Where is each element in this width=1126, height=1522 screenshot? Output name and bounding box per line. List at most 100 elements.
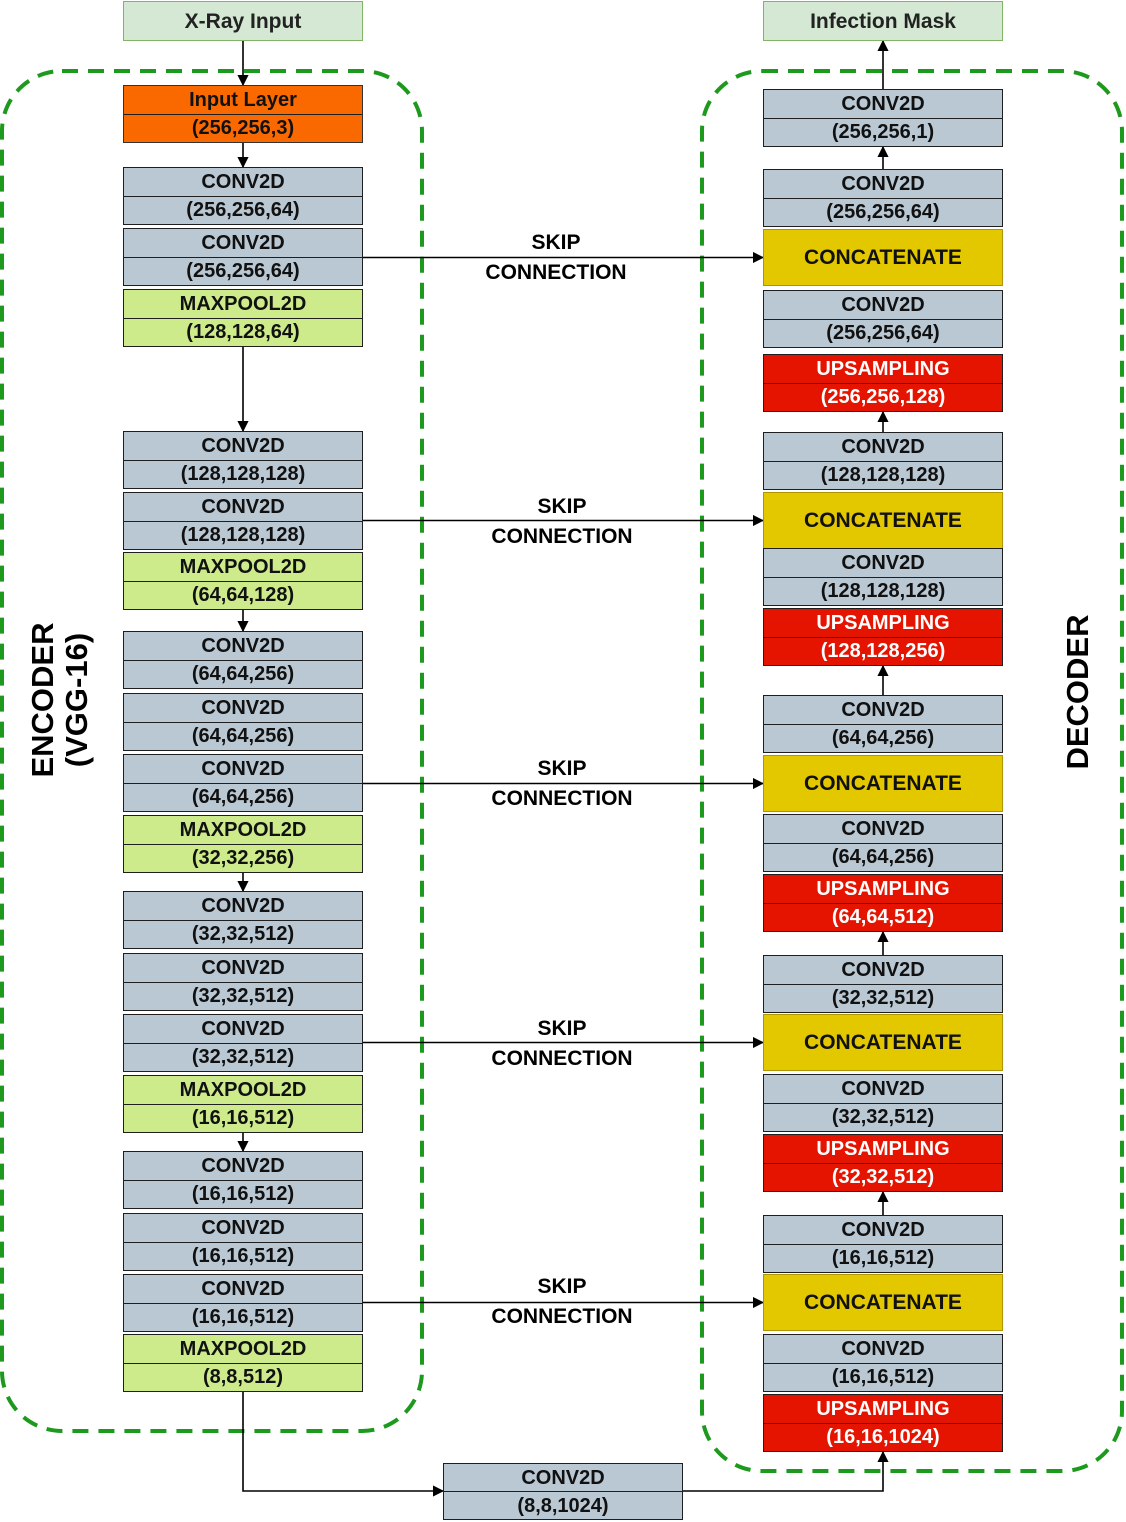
skip-line2: CONNECTION — [491, 787, 633, 810]
layer-shape: (256,256,64) — [124, 256, 362, 286]
layer-shape: (64,64,256) — [124, 782, 362, 812]
layer-shape: (64,64,256) — [124, 721, 362, 751]
layer-name: UPSAMPLING — [816, 1397, 950, 1420]
encoder-dashed-group — [0, 69, 424, 1433]
skip-line1: SKIP — [537, 1275, 587, 1298]
decoder-layer-7-conv2d: CONV2D (128,128,128) — [763, 548, 1003, 606]
layer-shape: (64,64,256) — [124, 659, 362, 689]
decoder-layer-0-conv2d: CONV2D (256,256,1) — [763, 89, 1003, 147]
layer-name: CONV2D — [841, 551, 925, 574]
decoder-layer-1-conv2d: CONV2D (256,256,64) — [763, 169, 1003, 227]
decoder-layer-8-upsampling: UPSAMPLING (128,128,256) — [763, 608, 1003, 666]
skip-connection-label-5: SKIP CONNECTION — [452, 1272, 672, 1332]
decoder-layer-19-conv2d: CONV2D (16,16,512) — [763, 1334, 1003, 1392]
decoder-layer-12-upsampling: UPSAMPLING (64,64,512) — [763, 874, 1003, 932]
layer-shape: (256,256,128) — [764, 382, 1002, 412]
layer-shape: (64,64,256) — [764, 723, 1002, 753]
encoder-layer-12-conv2d: CONV2D (32,32,512) — [123, 953, 363, 1011]
encoder-layer-0-input-layer: Input Layer (256,256,3) — [123, 85, 363, 143]
layer-name: MAXPOOL2D — [179, 292, 307, 315]
skip-line1: SKIP — [531, 231, 581, 254]
layer-name: CONV2D — [841, 698, 925, 721]
layer-name: UPSAMPLING — [816, 611, 950, 634]
layer-name: CONV2D — [841, 92, 925, 115]
encoder-layer-16-conv2d: CONV2D (16,16,512) — [123, 1213, 363, 1271]
decoder-layer-14-concatenate: CONCATENATE — [763, 1014, 1003, 1071]
encoder-layer-10-maxpool2d: MAXPOOL2D (32,32,256) — [123, 815, 363, 873]
decoder-layer-10-concatenate: CONCATENATE — [763, 755, 1003, 812]
decoder-layer-6-concatenate: CONCATENATE — [763, 492, 1003, 549]
layer-shape: (16,16,512) — [764, 1243, 1002, 1273]
layer-shape: (128,128,128) — [124, 520, 362, 550]
encoder-label-line2: (VGG-16) — [59, 632, 94, 768]
skip-line1: SKIP — [537, 1017, 587, 1040]
layer-name: MAXPOOL2D — [179, 818, 307, 841]
layer-shape: (256,256,64) — [764, 318, 1002, 348]
layer-name: CONV2D — [841, 958, 925, 981]
layer-shape: (64,64,256) — [764, 842, 1002, 872]
layer-shape: (16,16,512) — [124, 1241, 362, 1271]
layer-name: CONV2D — [201, 1017, 285, 1040]
encoder-layer-13-conv2d: CONV2D (32,32,512) — [123, 1014, 363, 1072]
encoder-layer-2-conv2d: CONV2D (256,256,64) — [123, 228, 363, 286]
layer-name: UPSAMPLING — [816, 357, 950, 380]
layer-name: MAXPOOL2D — [179, 555, 307, 578]
layer-name: CONV2D — [841, 1337, 925, 1360]
layer-name: CONCATENATE — [804, 1291, 962, 1314]
skip-line2: CONNECTION — [485, 261, 627, 284]
layer-name: CONV2D — [841, 172, 925, 195]
layer-name: CONCATENATE — [804, 509, 962, 532]
encoder-layer-3-maxpool2d: MAXPOOL2D (128,128,64) — [123, 289, 363, 347]
layer-shape: (8,8,512) — [124, 1362, 362, 1392]
layer-shape: (128,128,128) — [124, 459, 362, 489]
arrow-bottleneck-to-decoder — [683, 1450, 889, 1492]
layer-name: CONV2D — [201, 1277, 285, 1300]
skip-line2: CONNECTION — [491, 1047, 633, 1070]
layer-name: CONV2D — [201, 634, 285, 657]
layer-name: CONV2D — [841, 1077, 925, 1100]
skip-connection-label-1: SKIP CONNECTION — [446, 228, 666, 288]
encoder-layer-4-conv2d: CONV2D (128,128,128) — [123, 431, 363, 489]
skip-connection-label-2: SKIP CONNECTION — [452, 492, 672, 552]
layer-shape: (256,256,3) — [124, 113, 362, 143]
skip-connection-label-3: SKIP CONNECTION — [452, 754, 672, 814]
layer-shape: (16,16,512) — [124, 1103, 362, 1133]
encoder-layer-9-conv2d: CONV2D (64,64,256) — [123, 754, 363, 812]
decoder-layer-20-upsampling: UPSAMPLING (16,16,1024) — [763, 1394, 1003, 1452]
layer-name: CONV2D — [841, 817, 925, 840]
decoder-layer-13-conv2d: CONV2D (32,32,512) — [763, 955, 1003, 1013]
layer-name: CONV2D — [201, 1154, 285, 1177]
layer-shape: (64,64,512) — [764, 902, 1002, 932]
decoder-layer-4-upsampling: UPSAMPLING (256,256,128) — [763, 354, 1003, 412]
layer-name: Input Layer — [189, 88, 297, 111]
layer-shape: (128,128,128) — [764, 576, 1002, 606]
infection-mask-node: Infection Mask — [763, 1, 1003, 41]
decoder-layer-17-conv2d: CONV2D (16,16,512) — [763, 1215, 1003, 1273]
encoder-layer-14-maxpool2d: MAXPOOL2D (16,16,512) — [123, 1075, 363, 1133]
xray-input-node: X-Ray Input — [123, 1, 363, 41]
layer-shape: (32,32,512) — [764, 983, 1002, 1013]
layer-shape: (32,32,256) — [124, 843, 362, 873]
layer-name: CONV2D — [521, 1466, 605, 1489]
skip-line2: CONNECTION — [491, 525, 633, 548]
encoder-layer-11-conv2d: CONV2D (32,32,512) — [123, 891, 363, 949]
encoder-layer-15-conv2d: CONV2D (16,16,512) — [123, 1151, 363, 1209]
decoder-layer-2-concatenate: CONCATENATE — [763, 229, 1003, 286]
decoder-layer-15-conv2d: CONV2D (32,32,512) — [763, 1074, 1003, 1132]
decoder-layer-5-conv2d: CONV2D (128,128,128) — [763, 432, 1003, 490]
layer-name: CONV2D — [201, 1216, 285, 1239]
decoder-layer-16-upsampling: UPSAMPLING (32,32,512) — [763, 1134, 1003, 1192]
layer-shape: (256,256,1) — [764, 117, 1002, 147]
encoder-layer-5-conv2d: CONV2D (128,128,128) — [123, 492, 363, 550]
layer-name: CONV2D — [201, 956, 285, 979]
layer-name: UPSAMPLING — [816, 877, 950, 900]
encoder-label-line1: ENCODER — [25, 622, 60, 778]
layer-shape: (128,128,128) — [764, 460, 1002, 490]
layer-name: CONV2D — [201, 231, 285, 254]
skip-line1: SKIP — [537, 757, 587, 780]
bottleneck-conv2d-layer: CONV2D (8,8,1024) — [443, 1463, 683, 1520]
layer-name: CONV2D — [201, 894, 285, 917]
decoder-group-label: DECODER — [1060, 542, 1095, 842]
